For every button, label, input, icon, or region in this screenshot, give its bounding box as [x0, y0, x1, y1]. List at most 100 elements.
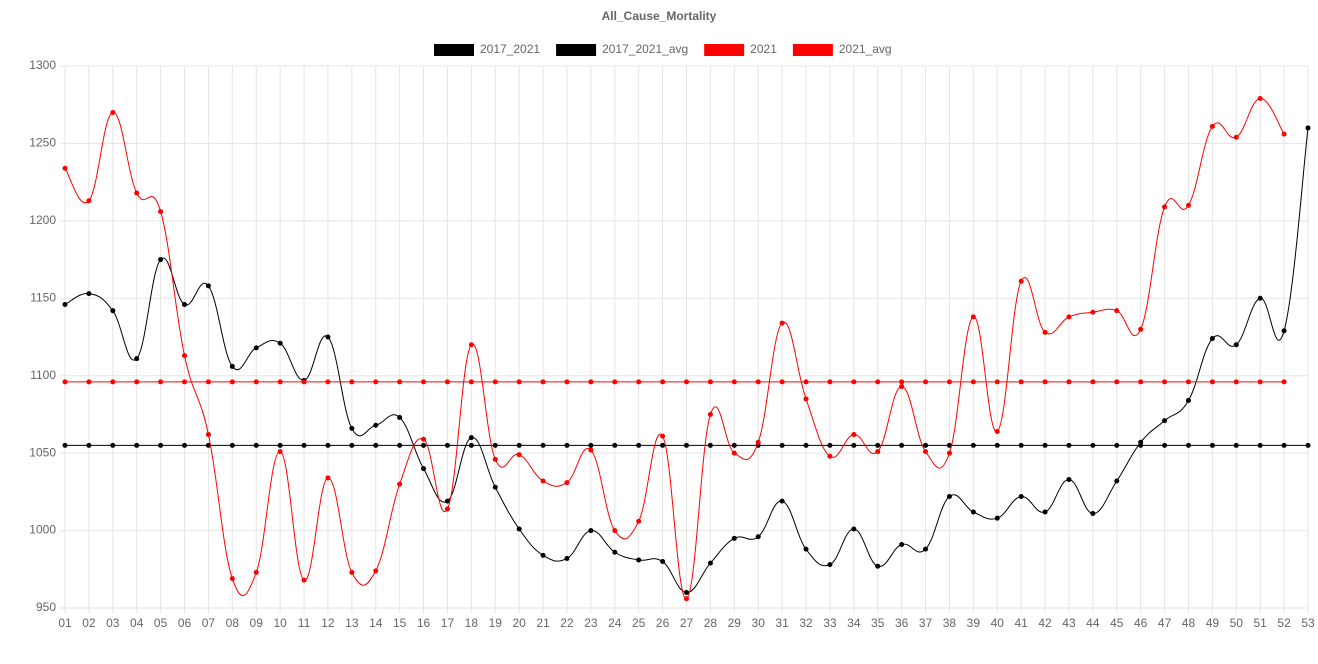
point: [1090, 309, 1096, 315]
point: [1018, 442, 1024, 448]
point: [684, 442, 689, 448]
point: [779, 442, 785, 448]
point: [1114, 442, 1120, 448]
point: [875, 379, 881, 385]
point: [1042, 379, 1048, 385]
point: [1281, 131, 1287, 137]
point: [707, 442, 713, 448]
point: [731, 450, 737, 456]
x-tick-label: 36: [895, 616, 909, 630]
point: [158, 257, 164, 263]
point: [468, 435, 474, 441]
point: [779, 320, 785, 326]
point: [301, 379, 307, 385]
x-tick-label: 44: [1086, 616, 1100, 630]
point: [946, 442, 952, 448]
x-tick-label: 14: [369, 616, 383, 630]
y-tick-label: 1200: [29, 213, 56, 227]
point: [229, 363, 235, 369]
point: [205, 379, 211, 385]
x-tick-label: 26: [656, 616, 670, 630]
point: [1018, 278, 1024, 284]
point: [1138, 379, 1144, 385]
point: [588, 379, 594, 385]
point: [182, 301, 188, 307]
point: [492, 442, 498, 448]
point: [349, 379, 355, 385]
x-tick-label: 20: [512, 616, 526, 630]
point: [110, 109, 116, 115]
y-tick-label: 1250: [29, 136, 56, 150]
point: [397, 442, 403, 448]
point: [970, 442, 976, 448]
point: [277, 379, 283, 385]
x-tick-label: 12: [321, 616, 335, 630]
point: [1281, 328, 1287, 334]
point: [779, 498, 785, 504]
point: [588, 528, 594, 534]
point: [1305, 125, 1311, 131]
point: [1066, 314, 1072, 320]
point: [994, 515, 1000, 521]
x-tick-label: 43: [1062, 616, 1076, 630]
point: [923, 449, 929, 455]
point: [301, 577, 307, 583]
x-tick-label: 04: [130, 616, 144, 630]
chart-title: All_Cause_Mortality: [602, 9, 717, 23]
point: [946, 379, 952, 385]
point: [851, 526, 857, 532]
point: [1281, 379, 1287, 385]
point: [325, 475, 331, 481]
legend-swatch: [434, 44, 474, 56]
point: [588, 442, 594, 448]
point: [325, 379, 331, 385]
point: [660, 559, 666, 565]
point: [158, 442, 164, 448]
point: [612, 442, 618, 448]
point: [612, 549, 618, 555]
point: [540, 478, 546, 484]
x-tick-label: 53: [1301, 616, 1315, 630]
point: [182, 442, 188, 448]
point: [803, 546, 809, 552]
point: [516, 452, 522, 458]
point: [1209, 379, 1215, 385]
point: [803, 379, 809, 385]
point: [1066, 379, 1072, 385]
point: [516, 526, 522, 532]
point: [1257, 442, 1263, 448]
point: [636, 442, 642, 448]
point: [253, 379, 259, 385]
x-tick-label: 24: [608, 616, 622, 630]
point: [468, 342, 474, 348]
x-tick-label: 16: [417, 616, 431, 630]
point: [397, 415, 403, 421]
point: [1090, 442, 1096, 448]
point: [86, 379, 92, 385]
point: [205, 283, 211, 289]
x-tick-label: 51: [1254, 616, 1268, 630]
point: [1257, 96, 1263, 102]
y-tick-label: 1050: [29, 445, 56, 459]
point: [277, 449, 283, 455]
point: [540, 552, 546, 558]
point: [827, 442, 833, 448]
point: [492, 484, 498, 490]
point: [158, 379, 164, 385]
point: [444, 506, 450, 512]
point: [1305, 442, 1311, 448]
point: [444, 379, 450, 385]
point: [970, 509, 976, 515]
point: [755, 379, 761, 385]
point: [1257, 379, 1263, 385]
point: [707, 379, 713, 385]
x-tick-label: 11: [298, 616, 311, 630]
legend-swatch: [792, 44, 833, 56]
point: [492, 456, 498, 462]
point: [110, 308, 116, 314]
point: [540, 442, 546, 448]
point: [1233, 379, 1239, 385]
point: [277, 442, 283, 448]
point: [731, 442, 737, 448]
point: [229, 379, 235, 385]
